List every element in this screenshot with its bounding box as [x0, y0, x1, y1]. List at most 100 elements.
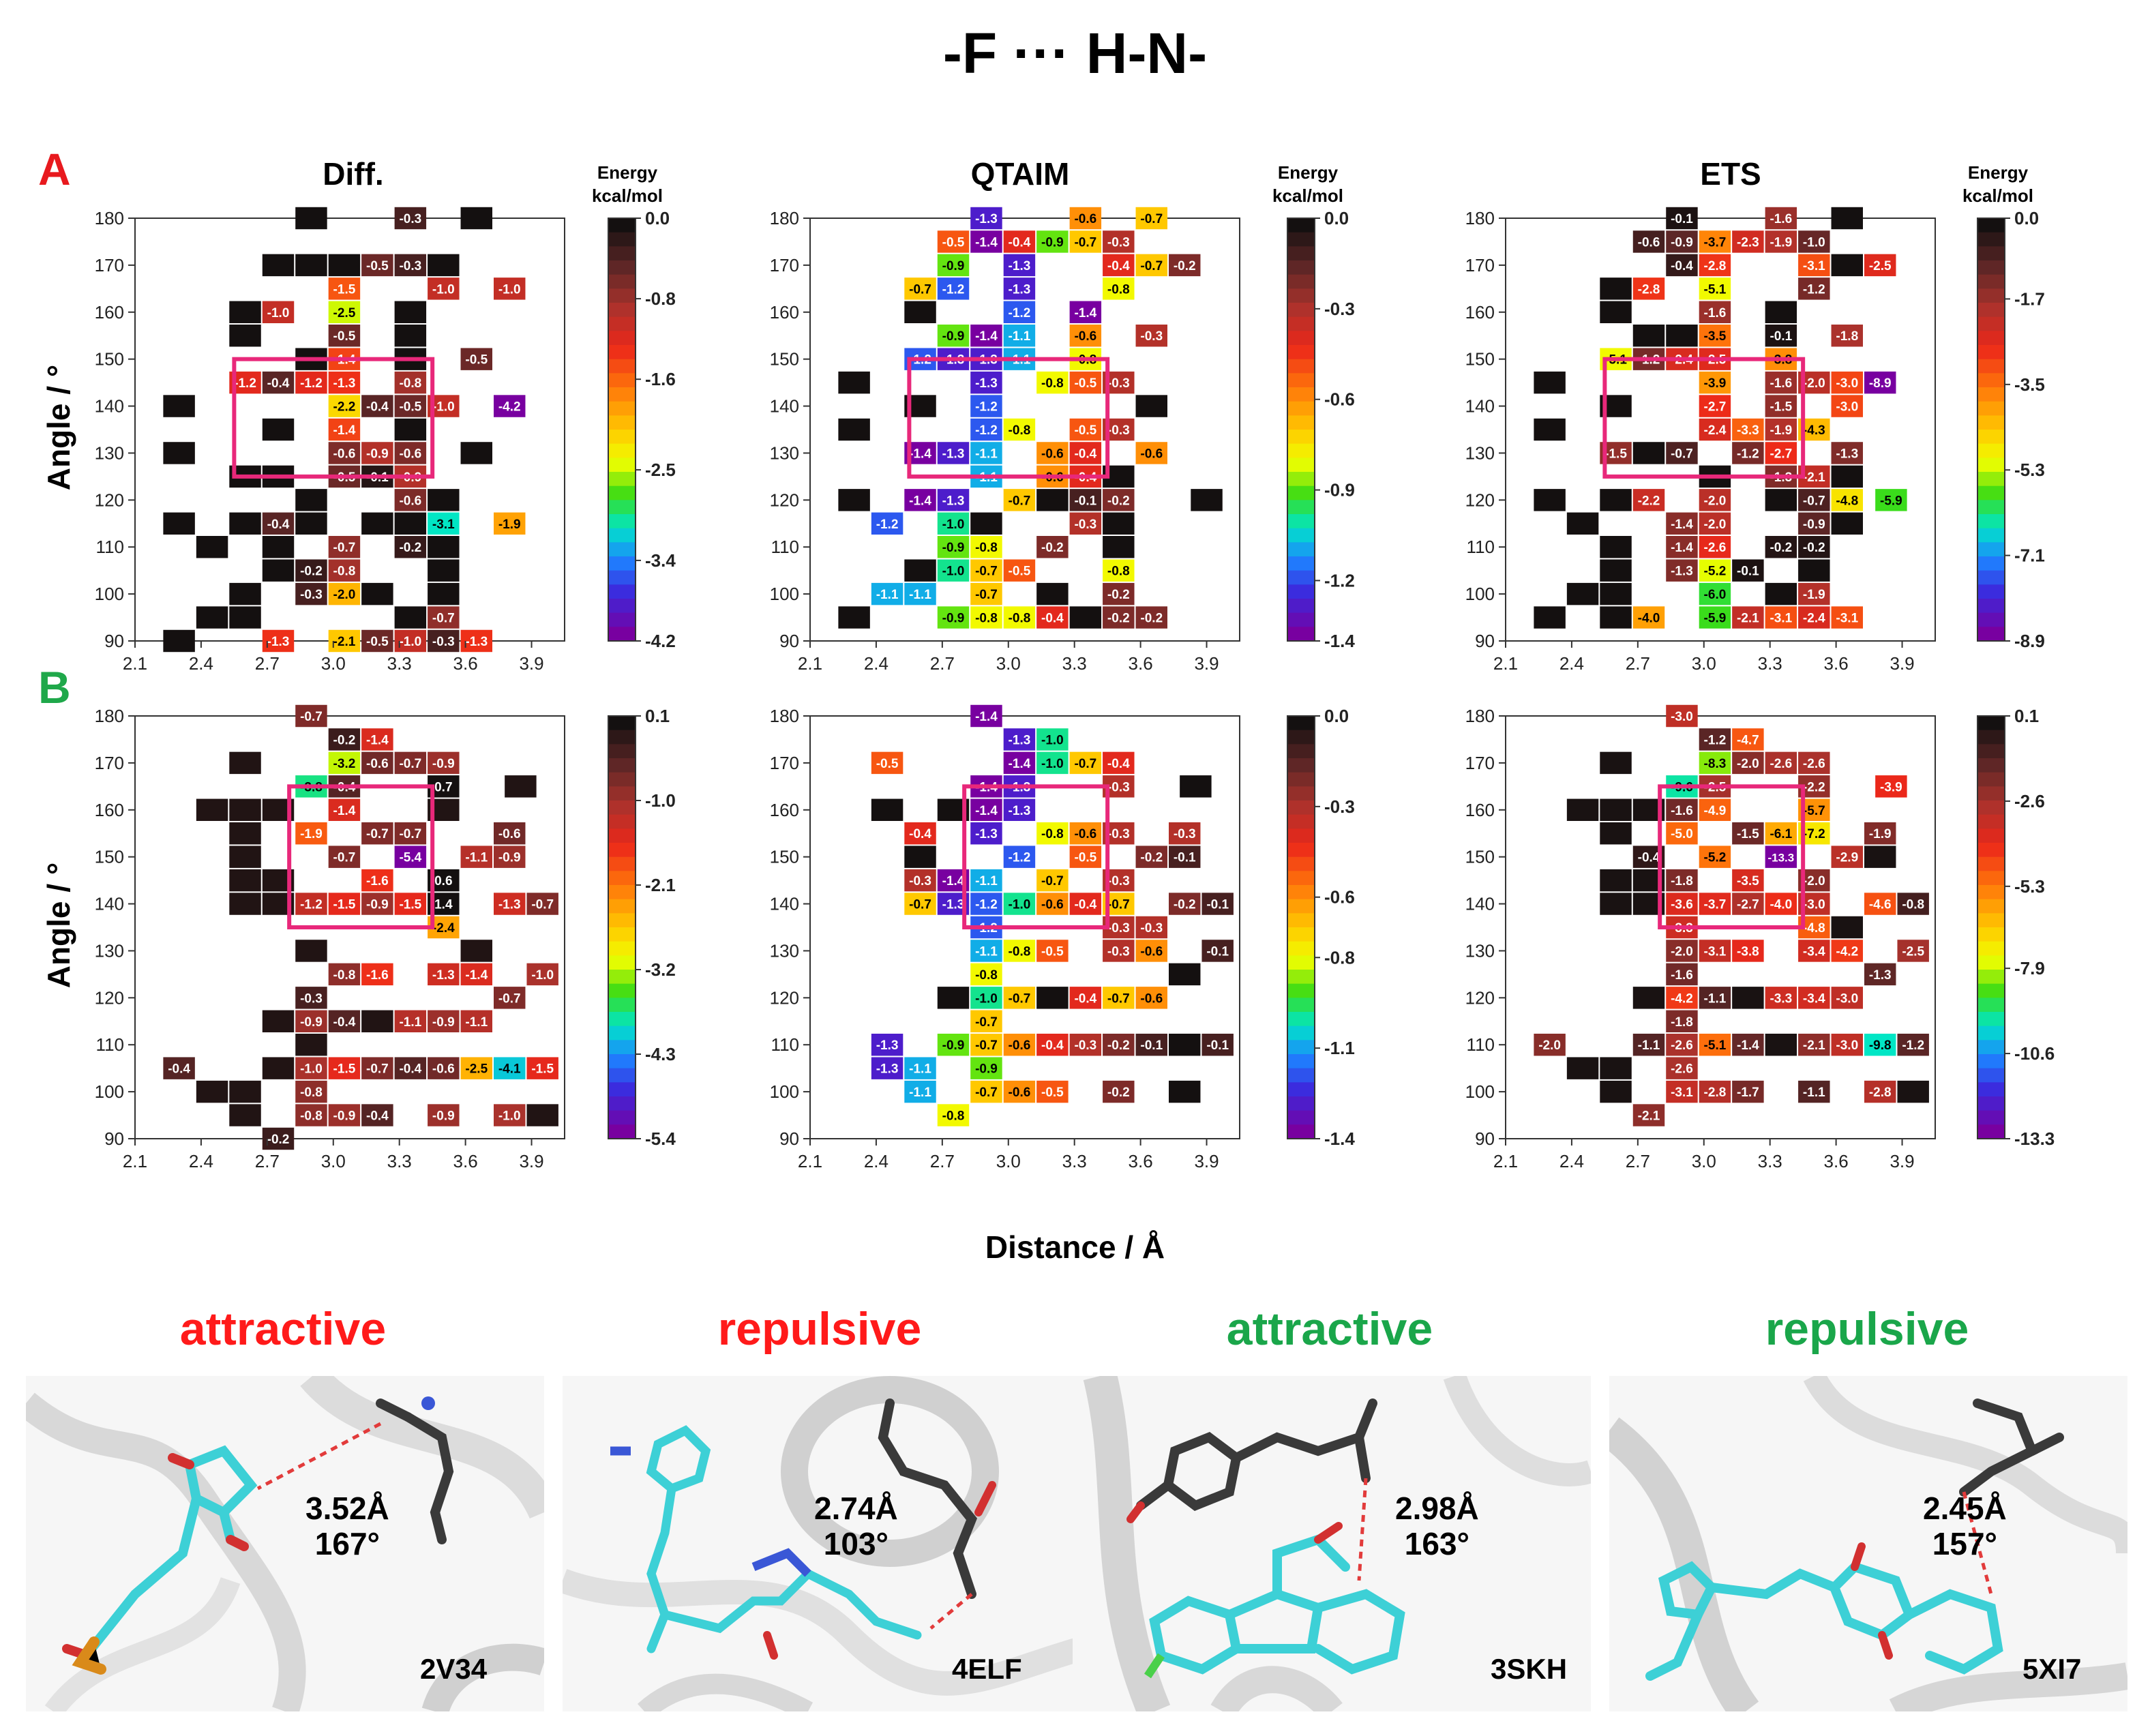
- heatmap-cell: [1666, 798, 1698, 821]
- heatmap-cell: [1135, 916, 1167, 939]
- heatmap-cell: [1069, 606, 1102, 629]
- cell-value-label: -0.8: [975, 968, 998, 983]
- cell-value-label: -0.3: [1074, 1038, 1096, 1053]
- heatmap-cell: [1003, 845, 1036, 868]
- colorbar-segment: [1977, 786, 2005, 801]
- heatmap-cell: [229, 751, 261, 775]
- measure-2v34: 3.52Å 167°: [305, 1491, 389, 1561]
- cell-value-label: -1.3: [432, 968, 455, 983]
- cell-value-label: -0.2: [1174, 259, 1196, 273]
- heatmap-cell: [361, 1104, 393, 1126]
- y-tick-label: 160: [770, 302, 799, 323]
- heatmap-cell: [1765, 230, 1797, 253]
- colorbar-tick-label: -0.8: [645, 288, 676, 309]
- heatmap-cell: [937, 987, 970, 1009]
- x-tick-label: 3.0: [1692, 1151, 1716, 1171]
- heatmap-cell: [328, 893, 361, 915]
- colorbar-tick-label: -3.5: [2014, 374, 2045, 395]
- cell-value-label: -1.0: [975, 991, 998, 1006]
- heatmap-cell: [1732, 822, 1764, 845]
- cell-value-label: -1.0: [432, 282, 455, 297]
- cell-value-label: -1.4: [366, 733, 389, 747]
- cell-value-label: -3.1: [1803, 259, 1825, 273]
- colorbar-segment: [1287, 1082, 1315, 1097]
- heatmap-cell: [1765, 751, 1797, 775]
- heatmap-cell: [1864, 845, 1896, 868]
- heatmap-cell: [838, 371, 870, 394]
- colorbar-segment: [608, 599, 636, 614]
- heatmap-cell: [1566, 582, 1599, 605]
- distance-value: 2.74Å: [814, 1491, 898, 1526]
- colorbar-segment: [1287, 570, 1315, 586]
- heatmap-cell: [970, 704, 1002, 728]
- cell-value-label: -0.7: [909, 282, 931, 297]
- heatmap-cell: [1666, 1057, 1698, 1079]
- cell-value-label: -1.6: [1671, 804, 1693, 818]
- cell-value-label: -0.7: [975, 1015, 998, 1030]
- heatmap-cell: [295, 1104, 327, 1126]
- colorbar-segment: [608, 716, 636, 731]
- heatmap-cell: [1798, 559, 1830, 582]
- heatmap-cell: [904, 301, 936, 323]
- cell-value-label: -0.1: [1074, 494, 1096, 508]
- cell-value-label: -2.5: [1869, 259, 1892, 273]
- y-tick-label: 90: [779, 1128, 799, 1149]
- cell-value-label: -0.8: [1107, 282, 1130, 297]
- colorbar-segment: [1287, 1026, 1315, 1041]
- cell-value-label: -0.2: [1140, 612, 1163, 626]
- heatmap-cell: [295, 582, 327, 605]
- colorbar-segment: [1977, 627, 2005, 642]
- colorbar-frame: [1977, 218, 2005, 642]
- heatmap-cell: [1798, 278, 1830, 300]
- heatmap-cell: [970, 940, 1002, 962]
- heatmap-cell: [1600, 489, 1632, 511]
- cell-value-label: -9.8: [1869, 1038, 1892, 1053]
- heatmap-cell: [1875, 775, 1907, 798]
- heatmap-cell: [1798, 489, 1830, 511]
- colorbar-segment: [1287, 331, 1315, 346]
- heatmap-cell: [1103, 582, 1135, 605]
- heatmap-cell: [1765, 418, 1797, 441]
- cell-value-label: -0.7: [909, 898, 931, 912]
- heatmap-cell: [295, 822, 327, 845]
- heatmap-cell: [1036, 582, 1069, 605]
- y-tick-label: 140: [95, 894, 124, 914]
- heatmap-cell: [937, 1104, 970, 1126]
- colorbar-segment: [1977, 218, 2005, 233]
- y-tick-label: 130: [770, 940, 799, 961]
- cell-value-label: -0.7: [1671, 447, 1693, 461]
- heatmap-cell: [163, 512, 195, 535]
- cell-value-label: -2.5: [333, 306, 356, 320]
- heatmap-cell: [262, 301, 295, 323]
- cell-value-label: -1.1: [876, 588, 899, 602]
- heatmap-cell: [1699, 845, 1731, 868]
- heatmap-cell: [1069, 207, 1102, 230]
- colorbar-segment: [1287, 485, 1315, 501]
- heatmap-cell: [1875, 489, 1907, 511]
- heatmap-cell: [460, 207, 492, 230]
- colorbar-segment: [1977, 927, 2005, 942]
- colorbar-segment: [608, 941, 636, 957]
- heatmap-cell: [970, 1057, 1002, 1079]
- cell-value-label: -2.5: [1902, 944, 1924, 959]
- colorbar-segment: [608, 612, 636, 628]
- y-tick-label: 130: [1465, 940, 1495, 961]
- heatmap-cell: [428, 963, 460, 986]
- cell-value-label: -0.8: [1041, 376, 1064, 391]
- heatmap-cell: [937, 1034, 970, 1056]
- colorbar-segment: [1287, 899, 1315, 914]
- x-tick-label: 3.3: [387, 653, 412, 674]
- heatmap-cell: [262, 254, 295, 277]
- cell-value-label: -3.2: [333, 757, 356, 771]
- cell-value-label: -1.4: [1074, 306, 1096, 320]
- x-tick-label: 2.7: [1626, 653, 1650, 674]
- heatmap-cell: [1135, 940, 1167, 962]
- colorbar-tick-label: -7.9: [2014, 958, 2045, 978]
- cell-value-label: -3.0: [1836, 376, 1858, 391]
- heatmap-cell: [1600, 893, 1632, 915]
- heatmap-cell: [229, 1104, 261, 1126]
- y-tick-label: 120: [770, 987, 799, 1008]
- pdb-id-5xi7: 5XI7: [2022, 1653, 2082, 1685]
- heatmap-cell: [937, 442, 970, 464]
- colorbar-segment: [1287, 772, 1315, 788]
